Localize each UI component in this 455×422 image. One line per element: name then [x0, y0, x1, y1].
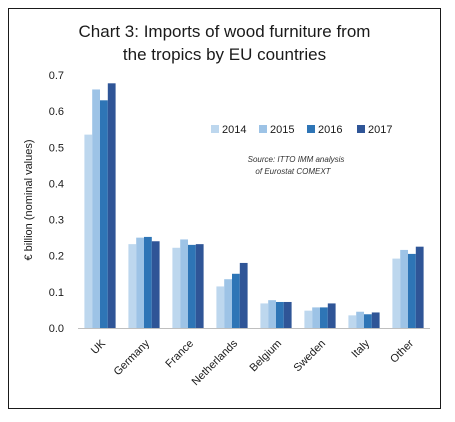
bar-italy-2015	[356, 311, 364, 328]
chart-title-line-1: Chart 3: Imports of wood furniture from	[78, 22, 371, 41]
bar-series-group	[84, 83, 424, 328]
x-tick-label: Belgium	[248, 338, 285, 375]
bar-france-2017	[195, 244, 204, 328]
bar-germany-2015	[136, 237, 144, 328]
bar-sweden-2014	[304, 310, 313, 328]
y-axis: 0.0 0.1 0.2 0.3 0.4 0.5 0.6 0.7	[49, 70, 64, 335]
legend-label-2014: 2014	[222, 124, 246, 136]
legend-swatch-2015	[259, 125, 267, 133]
legend-label-2015: 2015	[270, 124, 294, 136]
legend-label-2016: 2016	[318, 124, 342, 136]
bar-belgium-2014	[260, 303, 269, 328]
legend-swatch-2016	[307, 125, 315, 133]
x-tick-label: Germany	[112, 337, 153, 378]
x-tick-label: Netherlands	[190, 337, 241, 388]
bar-belgium-2017	[283, 301, 292, 328]
chart-frame: Chart 3: Imports of wood furniture from …	[8, 8, 441, 409]
x-tick-label: France	[163, 338, 196, 371]
chart-title: Chart 3: Imports of wood furniture from …	[9, 20, 440, 66]
bar-sweden-2015	[312, 307, 320, 328]
bar-italy-2014	[348, 315, 357, 328]
chart-title-line-2: the tropics by EU countries	[122, 45, 327, 64]
y-tick-label: 0.7	[49, 70, 64, 82]
source-note-line-1: Source: ITTO IMM analysis	[248, 155, 345, 164]
bar-sweden-2017	[327, 303, 336, 328]
bar-germany-2016	[144, 236, 152, 328]
y-tick-label: 0.4	[49, 178, 64, 190]
bar-germany-2014	[128, 244, 137, 328]
bar-netherlands-2015	[224, 279, 232, 328]
y-tick-label: 0.0	[49, 323, 64, 335]
bar-other-2016	[408, 253, 416, 328]
bar-france-2014	[172, 247, 181, 328]
bar-germany-2017	[151, 241, 160, 328]
legend-label-2017: 2017	[368, 124, 392, 136]
x-tick-label: Italy	[349, 337, 372, 360]
legend-swatch-2014	[211, 125, 219, 133]
y-tick-label: 0.5	[49, 142, 64, 154]
bar-sweden-2016	[320, 307, 328, 328]
y-tick-label: 0.1	[49, 287, 64, 299]
bar-uk-2016	[100, 100, 108, 328]
bar-belgium-2016	[276, 301, 284, 328]
x-tick-label: Other	[388, 337, 416, 365]
bar-italy-2016	[364, 314, 372, 328]
y-tick-label: 0.3	[49, 215, 64, 227]
bar-netherlands-2016	[232, 273, 240, 328]
bar-italy-2017	[371, 312, 380, 328]
bar-belgium-2015	[268, 300, 276, 328]
bar-uk-2017	[107, 83, 116, 328]
source-note-line-2: of Eurostat COMEXT	[255, 167, 331, 176]
bar-france-2016	[188, 244, 196, 328]
bar-netherlands-2014	[216, 286, 225, 328]
bar-uk-2014	[84, 134, 93, 328]
legend: 2014 2015 2016 2017	[211, 124, 392, 136]
x-tick-label: UK	[89, 337, 109, 357]
x-tick-label: Sweden	[292, 338, 329, 375]
bar-uk-2015	[92, 89, 100, 328]
y-tick-label: 0.2	[49, 251, 64, 263]
bar-france-2015	[180, 239, 188, 328]
y-axis-label: € billion (nominal values)	[23, 139, 35, 260]
bar-other-2015	[400, 249, 408, 328]
legend-swatch-2017	[357, 125, 365, 133]
y-tick-label: 0.6	[49, 106, 64, 118]
bar-other-2017	[415, 246, 424, 328]
bar-netherlands-2017	[239, 262, 248, 328]
bar-other-2014	[392, 258, 401, 328]
